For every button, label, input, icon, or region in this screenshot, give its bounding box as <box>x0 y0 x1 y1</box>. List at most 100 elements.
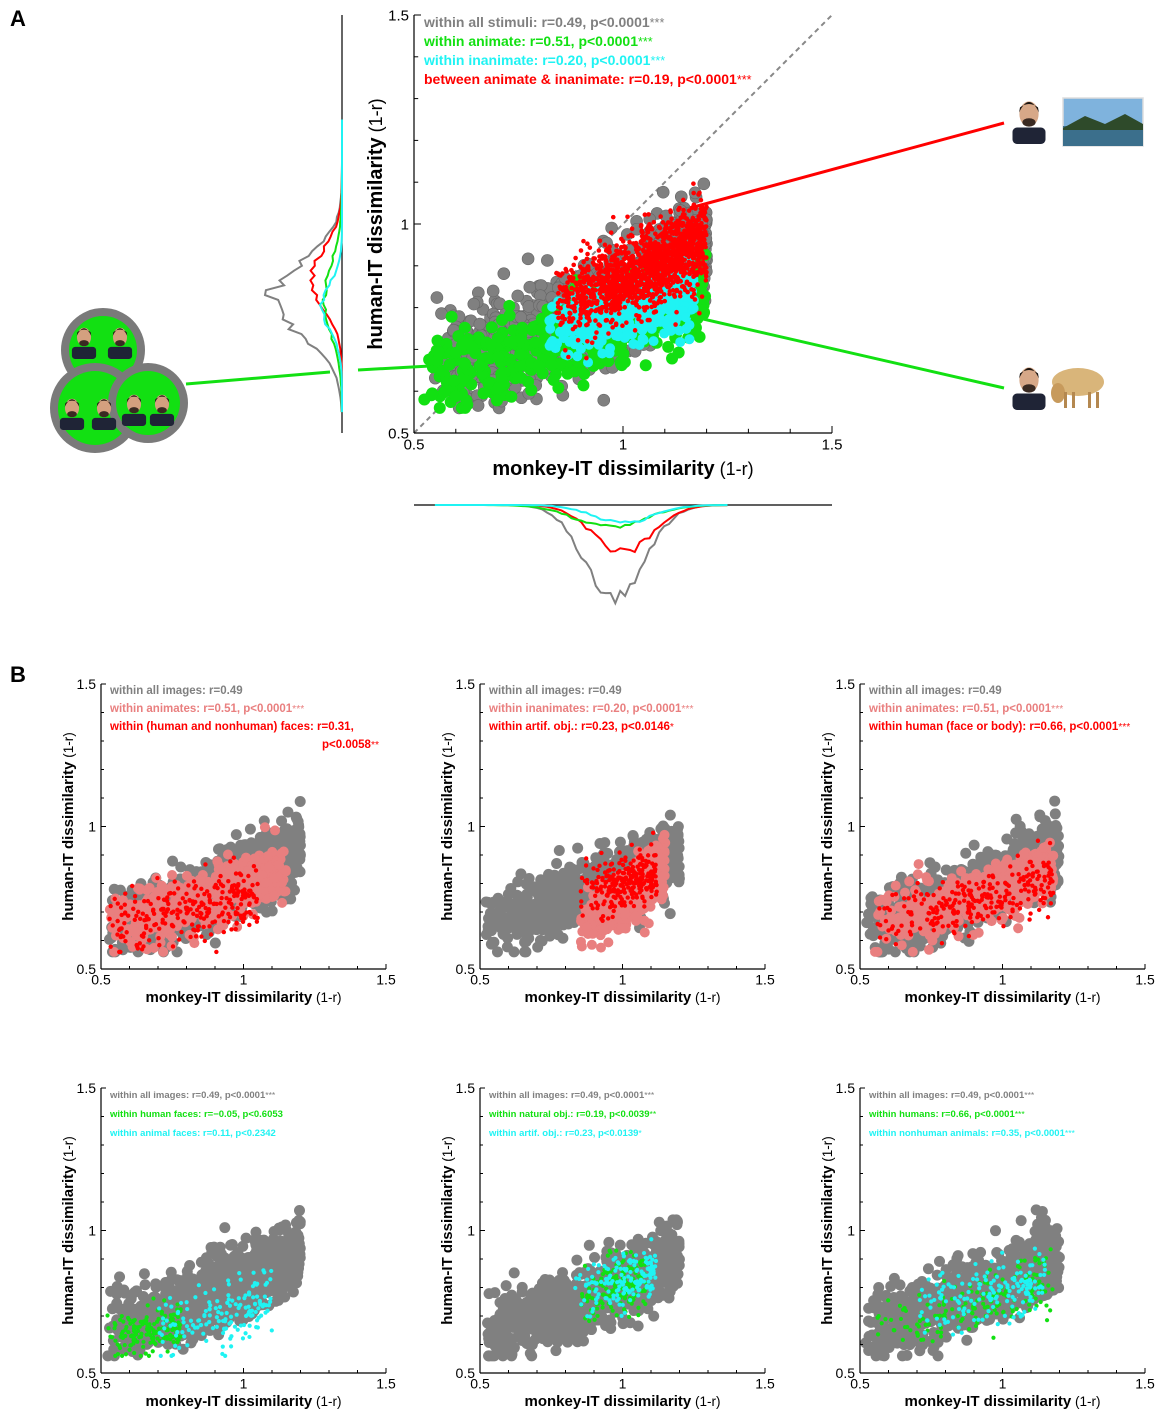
point <box>694 269 700 275</box>
point <box>585 322 590 327</box>
face-pair-landscape-icon <box>1012 97 1144 147</box>
annotation-stars: *** <box>650 54 665 68</box>
point <box>651 242 657 248</box>
point <box>637 295 642 300</box>
point <box>685 289 690 295</box>
annotation-stars: *** <box>650 16 665 30</box>
point <box>640 230 645 236</box>
connector-faces <box>185 370 331 386</box>
point <box>589 340 595 346</box>
point <box>473 359 486 372</box>
point <box>662 277 667 282</box>
point <box>595 298 600 304</box>
point <box>667 262 672 268</box>
point <box>636 305 642 310</box>
annotation-2: within inanimate: r=0.20, p<0.0001*** <box>423 52 665 68</box>
point <box>682 234 687 240</box>
y-tick-label: 1.5 <box>388 7 409 24</box>
point <box>644 254 649 259</box>
sheep-leg <box>1072 392 1075 408</box>
point <box>692 222 697 228</box>
point <box>610 263 616 268</box>
point <box>626 256 632 261</box>
point <box>624 320 629 325</box>
point <box>597 238 603 244</box>
face-beard <box>157 407 167 414</box>
face-body <box>71 346 97 359</box>
point <box>700 213 705 219</box>
point <box>696 192 701 197</box>
point <box>471 399 485 412</box>
point <box>644 270 650 276</box>
point <box>459 357 472 370</box>
face-body <box>1012 393 1046 410</box>
point <box>612 307 618 313</box>
point <box>497 267 511 280</box>
point <box>607 244 612 249</box>
x-axis-title: monkey-IT dissimilarity (1-r) <box>492 458 753 480</box>
point <box>701 207 706 213</box>
point <box>647 221 652 227</box>
point <box>696 260 702 266</box>
annotation-text: between animate & inanimate: r=0.19, p<0… <box>424 71 737 87</box>
point <box>584 355 589 361</box>
y-axis-title-unit: (1-r) <box>366 98 386 137</box>
point <box>678 215 684 221</box>
point <box>571 262 577 268</box>
point <box>680 197 686 203</box>
point <box>671 252 676 258</box>
point <box>594 307 599 313</box>
point <box>556 290 561 296</box>
point <box>586 311 592 316</box>
point <box>683 252 689 257</box>
point <box>659 244 664 249</box>
point <box>514 348 527 361</box>
face-beard <box>67 411 77 418</box>
point <box>629 263 634 268</box>
point <box>561 367 574 380</box>
point <box>485 338 498 351</box>
point <box>572 351 583 362</box>
point <box>467 297 481 311</box>
point <box>592 335 598 341</box>
point <box>655 246 660 252</box>
gray-point <box>266 905 278 917</box>
point <box>547 301 558 312</box>
point <box>579 302 584 308</box>
face-body <box>91 417 117 430</box>
point <box>564 269 569 274</box>
gray-point <box>209 937 221 949</box>
annotation-3: between animate & inanimate: r=0.19, p<0… <box>424 71 752 87</box>
point <box>678 269 684 274</box>
face-beard <box>1022 384 1036 393</box>
point <box>566 354 571 360</box>
point <box>646 265 652 270</box>
point <box>663 272 668 278</box>
annotation-0: within all stimuli: r=0.49, p<0.0001*** <box>423 14 664 30</box>
point <box>682 239 688 245</box>
point <box>606 331 611 336</box>
point <box>686 224 692 229</box>
y-tick-label: 0.5 <box>388 425 409 442</box>
point <box>565 300 571 305</box>
point <box>622 290 627 295</box>
point <box>626 250 631 255</box>
point <box>697 310 702 316</box>
point <box>619 236 624 242</box>
y-tick-label: 1 <box>401 216 409 233</box>
point <box>562 348 568 353</box>
point <box>433 401 446 414</box>
point <box>651 219 657 225</box>
face-body <box>121 413 147 426</box>
annotation-text: within all stimuli: r=0.49, p<0.0001 <box>423 14 650 30</box>
point <box>678 244 684 249</box>
point <box>567 310 572 316</box>
face-beard <box>79 340 89 347</box>
point <box>608 267 613 272</box>
point <box>581 238 586 244</box>
point <box>678 279 683 284</box>
point <box>567 315 572 321</box>
point <box>556 272 561 278</box>
point <box>634 243 639 249</box>
